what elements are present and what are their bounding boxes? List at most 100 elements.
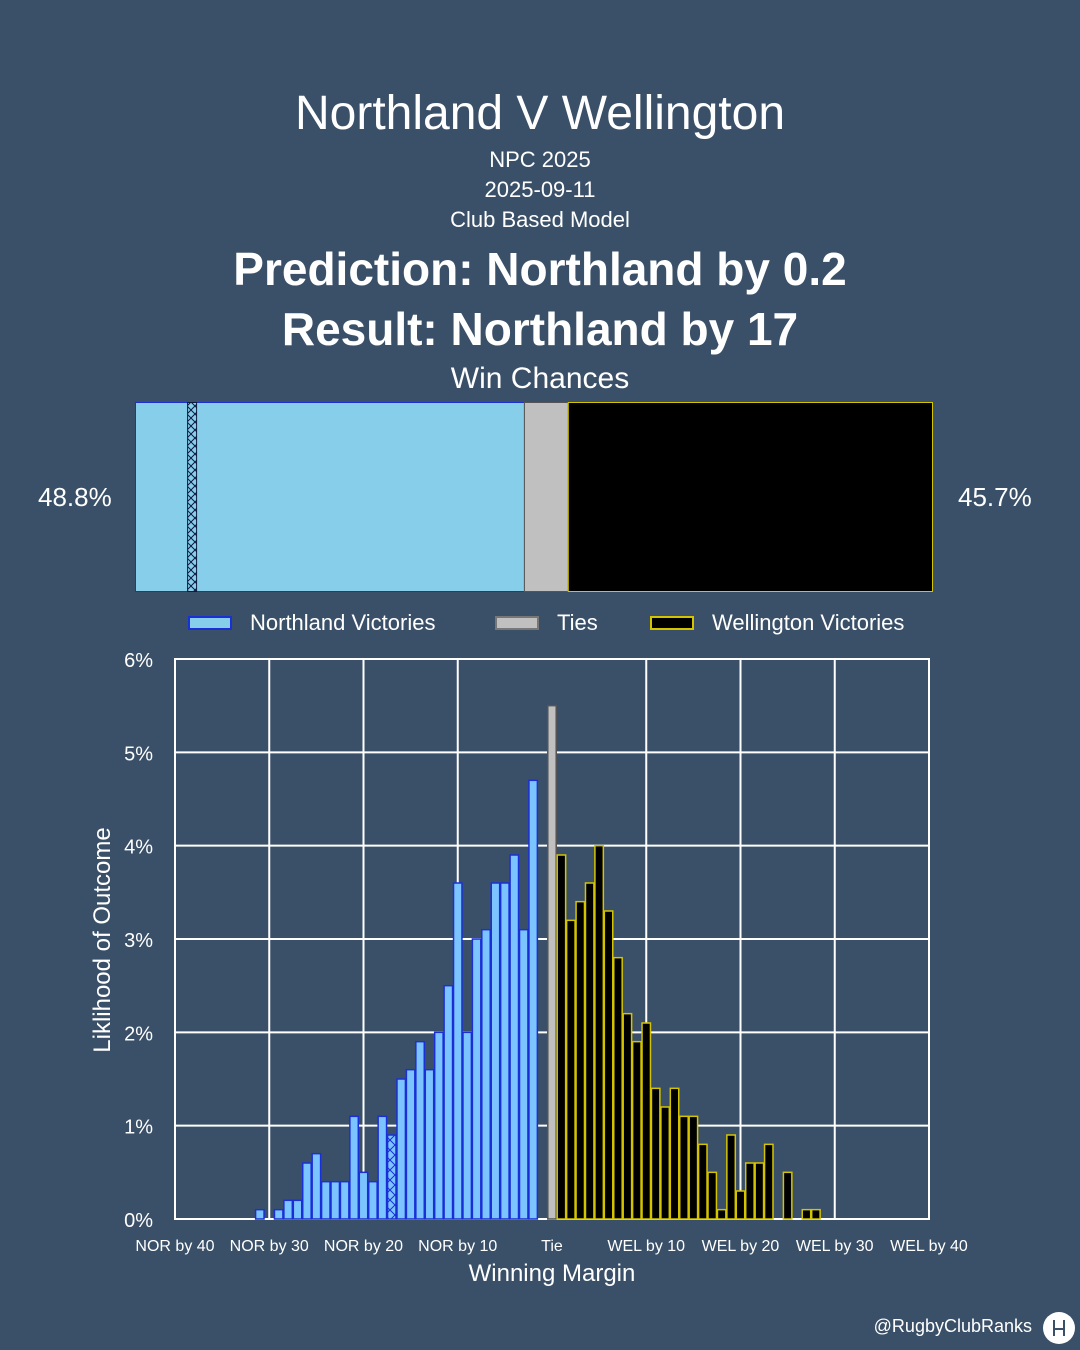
- wellington-bar: [622, 1012, 633, 1220]
- wellington-bar: [782, 1171, 793, 1220]
- northland-bar: [367, 1180, 378, 1220]
- northland-bar: [452, 882, 463, 1220]
- northland-bar: [433, 1031, 444, 1220]
- northland-win-pct: 48.8%: [38, 482, 112, 512]
- tie-segment: [523, 402, 569, 592]
- wellington-bar: [631, 1040, 642, 1220]
- wellington-bar: [754, 1162, 765, 1220]
- page-title: Northland V Wellington: [294, 87, 786, 140]
- northland-bar: [499, 882, 510, 1220]
- northland-bar: [283, 1199, 294, 1220]
- y-tick-label: 5%: [124, 743, 153, 765]
- model-label: Club Based Model: [450, 207, 630, 232]
- y-tick-label: 4%: [124, 837, 153, 859]
- margin-histogram: 0% 1% 2% 3% 4% 5% 6% NOR by 40 NOR by 30 NOR by 2…: [89, 650, 968, 1287]
- x-tick-label: NOR by 40: [135, 1238, 214, 1255]
- northland-bar: [358, 1171, 369, 1220]
- northland-win-segment: [135, 402, 525, 592]
- wellington-bar: [688, 1115, 699, 1220]
- northland-bar: [301, 1162, 312, 1220]
- tie-bar: [547, 704, 557, 1220]
- result-marker: [187, 402, 198, 592]
- wellington-bar: [716, 1208, 727, 1220]
- result-hatch: [387, 1135, 396, 1219]
- y-tick-label: 3%: [124, 930, 153, 952]
- legend-swatch-wellington: [650, 616, 694, 630]
- northland-bar: [330, 1180, 341, 1220]
- x-tick-label: NOR by 20: [324, 1238, 403, 1255]
- wellington-bar: [735, 1190, 746, 1220]
- legend-label-northland: Northland Victories: [250, 610, 436, 635]
- northland-bar: [462, 1031, 473, 1220]
- wellington-win-segment: [567, 402, 933, 592]
- wellington-bar: [669, 1087, 680, 1220]
- northland-bar: [396, 1078, 407, 1220]
- legend-swatch-northland: [188, 616, 232, 630]
- logo-icon: [1043, 1312, 1075, 1344]
- northland-bar: [273, 1208, 284, 1220]
- legend-item-ties: Ties: [495, 610, 598, 636]
- prediction-text: Prediction: Northland by 0.2: [233, 243, 847, 295]
- northland-bar: [377, 1115, 388, 1220]
- wellington-bar: [810, 1208, 821, 1220]
- northland-bar: [481, 928, 491, 1220]
- y-tick-label: 6%: [124, 650, 153, 672]
- y-tick-label: 1%: [124, 1117, 153, 1139]
- northland-bar: [311, 1152, 322, 1220]
- northland-bar: [405, 1068, 416, 1220]
- wellington-bar: [584, 882, 595, 1220]
- wellington-bar: [660, 1106, 671, 1220]
- northland-bar: [349, 1115, 360, 1220]
- x-tick-label: NOR by 30: [230, 1238, 309, 1255]
- wellington-bar: [678, 1115, 689, 1220]
- northland-bar: [528, 779, 539, 1220]
- wellington-bar: [801, 1208, 812, 1220]
- northland-bar: [320, 1180, 331, 1220]
- legend: Northland Victories Ties Wellington Vict…: [0, 610, 1080, 642]
- northland-bar: [292, 1199, 303, 1220]
- match-date: 2025-09-11: [484, 177, 596, 202]
- wellington-bar: [726, 1134, 737, 1220]
- x-tick-label: WEL by 20: [702, 1238, 780, 1255]
- x-tick-label: WEL by 10: [607, 1238, 685, 1255]
- legend-label-wellington: Wellington Victories: [712, 610, 905, 635]
- wellington-bar: [650, 1087, 661, 1220]
- northland-bar: [339, 1180, 350, 1220]
- win-chances-bar: [135, 402, 933, 592]
- legend-label-ties: Ties: [557, 610, 598, 635]
- competition-label: NPC 2025: [489, 147, 591, 172]
- x-tick-label: Tie: [541, 1238, 563, 1255]
- northland-bar: [443, 984, 454, 1220]
- win-chances-heading: Win Chances: [450, 362, 630, 395]
- northland-bar: [415, 1040, 426, 1220]
- wellington-bar: [594, 844, 605, 1220]
- wellington-bar: [613, 956, 623, 1220]
- northland-bar: [518, 928, 529, 1220]
- x-tick-label: WEL by 40: [890, 1238, 968, 1255]
- northland-bar: [424, 1068, 435, 1220]
- legend-swatch-ties: [495, 616, 539, 630]
- wellington-bar: [744, 1162, 755, 1220]
- credit-handle: @RugbyClubRanks: [873, 1316, 1032, 1336]
- x-tick-label: WEL by 30: [796, 1238, 874, 1255]
- northland-bar: [471, 938, 482, 1220]
- x-axis-label: Winning Margin: [469, 1260, 636, 1287]
- wellington-bar: [556, 854, 567, 1220]
- x-tick-label: NOR by 10: [418, 1238, 497, 1255]
- wellington-bar: [763, 1143, 774, 1220]
- y-tick-label: 0%: [124, 1210, 153, 1232]
- wellington-bar: [565, 919, 576, 1220]
- wellington-bar: [697, 1143, 708, 1220]
- northland-bar: [490, 882, 501, 1220]
- wellington-bar: [707, 1171, 718, 1220]
- northland-bar: [509, 854, 520, 1220]
- result-text: Result: Northland by 17: [281, 303, 799, 355]
- y-axis-label: Liklihood of Outcome: [89, 827, 116, 1052]
- wellington-bar: [603, 910, 614, 1220]
- legend-item-northland: Northland Victories: [188, 610, 435, 636]
- legend-item-wellington: Wellington Victories: [650, 610, 904, 636]
- northland-bar: [254, 1208, 265, 1220]
- wellington-bar: [641, 1022, 652, 1220]
- wellington-win-pct: 45.7%: [958, 482, 1032, 512]
- y-tick-label: 2%: [124, 1023, 153, 1045]
